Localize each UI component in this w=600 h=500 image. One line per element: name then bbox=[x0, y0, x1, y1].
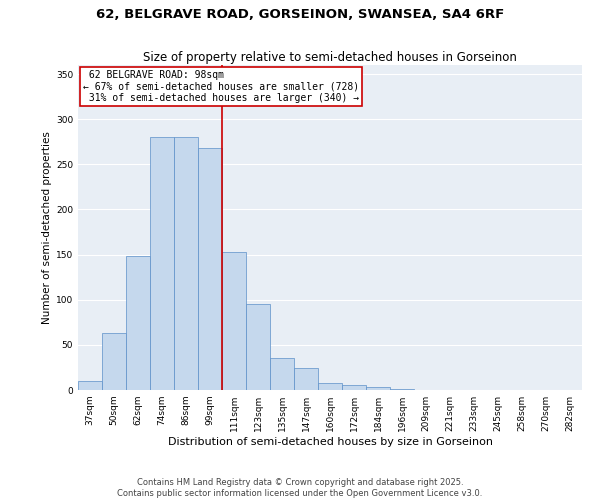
Bar bbox=[102, 333, 126, 390]
Bar bbox=[270, 358, 294, 390]
Text: Contains HM Land Registry data © Crown copyright and database right 2025.
Contai: Contains HM Land Registry data © Crown c… bbox=[118, 478, 482, 498]
Bar bbox=[174, 137, 198, 390]
Title: Size of property relative to semi-detached houses in Gorseinon: Size of property relative to semi-detach… bbox=[143, 51, 517, 64]
Bar bbox=[390, 389, 414, 390]
Bar bbox=[150, 137, 174, 390]
Bar bbox=[126, 256, 150, 390]
Text: 62, BELGRAVE ROAD, GORSEINON, SWANSEA, SA4 6RF: 62, BELGRAVE ROAD, GORSEINON, SWANSEA, S… bbox=[96, 8, 504, 20]
Bar bbox=[222, 252, 246, 390]
Bar bbox=[342, 386, 366, 390]
Y-axis label: Number of semi-detached properties: Number of semi-detached properties bbox=[42, 131, 52, 324]
X-axis label: Distribution of semi-detached houses by size in Gorseinon: Distribution of semi-detached houses by … bbox=[167, 437, 493, 447]
Bar bbox=[318, 383, 342, 390]
Text: 62 BELGRAVE ROAD: 98sqm
← 67% of semi-detached houses are smaller (728)
 31% of : 62 BELGRAVE ROAD: 98sqm ← 67% of semi-de… bbox=[83, 70, 359, 103]
Bar bbox=[366, 388, 390, 390]
Bar bbox=[198, 148, 222, 390]
Bar bbox=[294, 368, 318, 390]
Bar bbox=[246, 304, 270, 390]
Bar bbox=[78, 381, 102, 390]
